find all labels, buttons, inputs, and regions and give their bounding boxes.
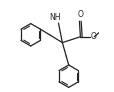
Text: O: O: [77, 10, 83, 19]
Text: NH: NH: [48, 13, 60, 22]
Text: O: O: [90, 32, 96, 41]
